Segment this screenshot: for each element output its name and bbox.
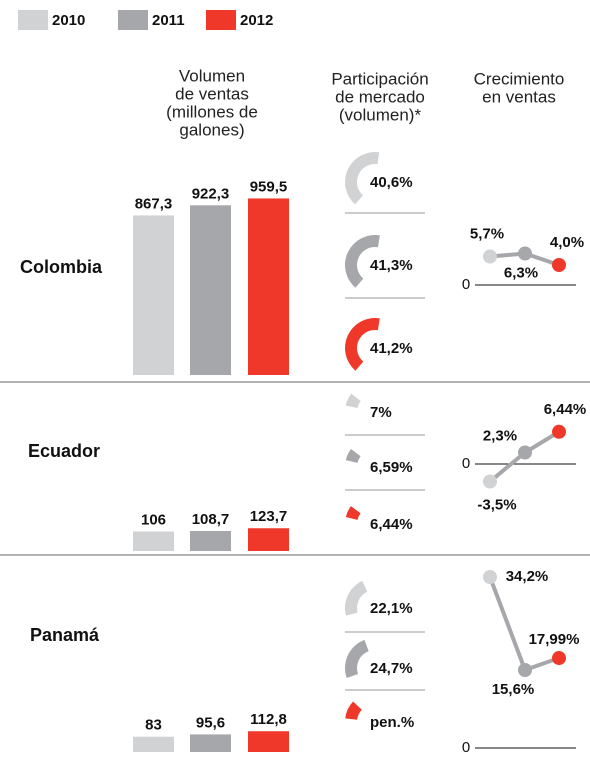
growth-label: -3,5% [477,496,516,513]
column-header: (volumen)* [339,105,422,124]
share-arc [344,639,369,678]
legend-label: 2012 [240,12,273,29]
legend-swatch [118,10,148,30]
growth-point [518,246,532,261]
bar [190,205,231,375]
column-header: Participación [331,69,428,88]
share-label: 40,6% [370,174,413,191]
growth-point [518,663,532,677]
bar-value-label: 112,8 [250,711,287,728]
bar [190,734,231,752]
growth-point [483,570,497,584]
country-label: Ecuador [28,441,100,461]
zero-label: 0 [462,276,470,293]
bar-value-label: 123,7 [250,508,288,525]
growth-label: 17,99% [529,631,580,648]
bar [190,530,231,551]
bar [133,215,174,375]
bar [248,731,289,752]
bar [133,736,174,752]
growth-label: 6,44% [544,401,587,418]
legend-swatch [206,10,236,30]
share-arc [344,317,380,371]
bar-value-label: 95,6 [196,714,225,731]
zero-label: 0 [462,739,470,756]
column-header: de ventas [175,84,249,103]
share-arc [345,449,361,463]
share-label: 7% [370,404,392,421]
share-arc [345,152,380,205]
bar-value-label: 867,3 [135,195,173,212]
bar [133,531,174,551]
growth-line [488,576,560,673]
share-label: 6,44% [370,516,413,533]
share-arc [344,235,380,288]
bar-value-label: 922,3 [192,185,230,202]
bar-value-label: 108,7 [192,511,230,528]
share-label: 6,59% [370,459,413,476]
country-label: Colombia [20,257,103,277]
growth-label: 34,2% [506,568,549,585]
legend-label: 2010 [52,12,85,29]
country-label: Panamá [30,625,100,645]
share-arc [345,393,361,409]
growth-label: 5,7% [470,225,504,242]
bar [248,528,289,551]
growth-label: 6,3% [504,264,538,281]
share-arc [344,580,368,616]
share-label: 41,3% [370,257,413,274]
legend-swatch [18,10,48,30]
growth-point [483,249,497,264]
growth-point [552,258,566,272]
share-arc [345,506,361,520]
share-label: 24,7% [370,660,413,677]
growth-point [552,424,566,439]
bar-value-label: 106 [141,511,166,528]
column-header: galones) [179,120,244,139]
column-header: en ventas [482,87,556,106]
bar [248,198,289,375]
zero-label: 0 [462,455,470,472]
share-label: 41,2% [370,340,413,357]
column-header: (millones de [166,102,258,121]
column-header: Crecimiento [474,69,565,88]
column-header: de mercado [335,87,425,106]
share-label: 22,1% [370,600,413,617]
share-arc [345,701,362,720]
column-header: Volumen [179,66,245,85]
bar-value-label: 959,5 [250,178,288,195]
growth-point [518,445,532,460]
growth-point [552,651,566,666]
growth-label: 4,0% [550,234,584,251]
legend-label: 2011 [152,12,185,29]
share-label: pen.% [370,714,414,731]
bar-value-label: 83 [145,717,162,734]
growth-point [483,474,497,489]
growth-label: 2,3% [483,427,517,444]
growth-label: 15,6% [492,681,535,698]
